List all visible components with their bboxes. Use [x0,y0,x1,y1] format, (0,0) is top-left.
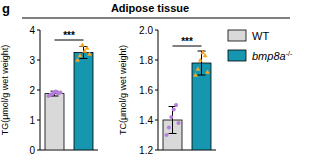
data-point [169,115,173,119]
marks [163,50,211,150]
data-point [87,51,92,55]
bar [45,94,64,150]
error-bar [169,107,177,134]
legend-label: bmp8a-/- [252,50,293,62]
marks [45,42,93,150]
y-tick [37,150,40,151]
y-tick [37,30,40,31]
data-point [203,53,208,57]
data-point [205,69,210,73]
figure: g Adipose tissue 0 1 2 3 4 TG(μmol/g wet weight… [0,0,324,163]
data-point [200,50,205,54]
data-point [174,103,178,107]
data-point [196,66,201,70]
y-tick-label: 2 [29,85,35,96]
chart: 1.2 1.4 1.6 1.8 2.0 TC(μmol/g wet weight) *** W… [118,25,293,156]
data-point [85,45,90,49]
panel-label: g [2,1,10,16]
bar [74,53,93,151]
y-tick [155,120,158,121]
title-underline [22,18,290,19]
data-point [177,121,181,125]
data-point [75,57,80,61]
legend-swatch [228,30,246,41]
title: Adipose tissue [111,2,189,14]
y-axis-label: TC(μmol/g wet weight) [118,45,128,135]
data-point [80,42,85,46]
y-tick [37,60,40,61]
y-tick [155,90,158,91]
y-tick [155,60,158,61]
bar [192,63,211,150]
annotation: *** [63,30,75,41]
annotation: *** [181,36,193,47]
y-tick [155,30,158,31]
y-tick [155,150,158,151]
data-point [198,57,203,61]
chart: 0 1 2 3 4 TG(μmol/g wet weight) *** [0,25,98,156]
y-tick-label: 1.6 [139,85,153,96]
y-tick-label: 3 [29,55,35,66]
data-point [78,53,83,57]
y-axis-label: TG(μmol/g wet weight) [0,45,10,136]
y-tick-label: 1 [29,115,35,126]
data-point [165,133,169,137]
y-tick-label: 1.4 [139,115,153,126]
y-tick-label: 1.8 [139,55,153,66]
y-tick-label: 1.2 [139,145,153,156]
data-point [59,90,63,94]
y-tick [37,90,40,91]
y-tick [37,120,40,121]
data-point [167,126,171,130]
y-tick-label: 2.0 [139,25,153,36]
data-point [193,72,198,76]
y-tick-label: 4 [29,25,35,36]
legend-label: WT [252,30,269,42]
data-point [172,108,176,112]
legend-swatch [228,50,246,61]
y-tick-label: 0 [29,145,35,156]
